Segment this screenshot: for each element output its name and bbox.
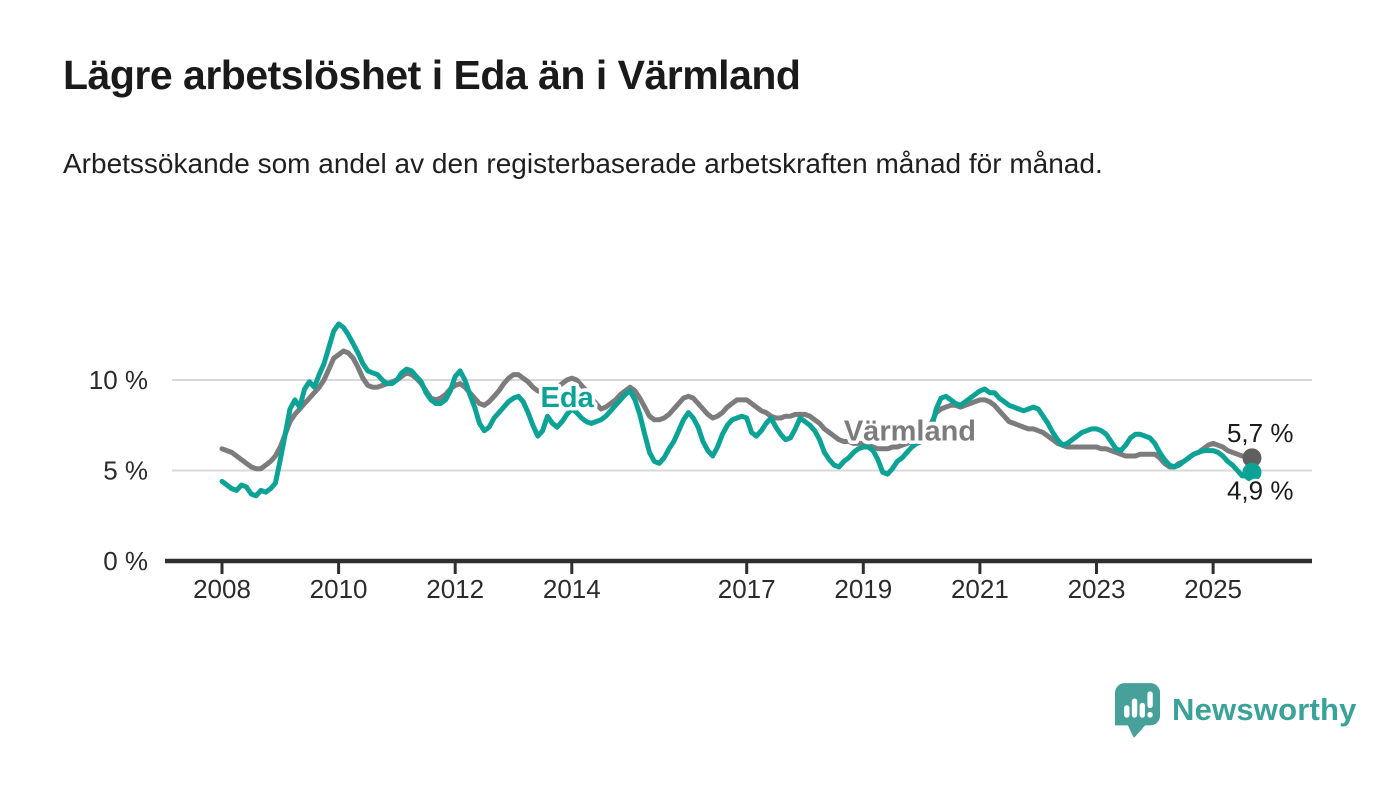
logo-exclamation-dot (1147, 711, 1153, 718)
x-tick-label: 2012 (426, 574, 484, 604)
logo-exclamation-rod (1147, 691, 1153, 709)
y-tick-label: 5 % (103, 456, 148, 486)
logo-bubble-tail (1127, 723, 1146, 738)
x-tick-label: 2019 (834, 574, 892, 604)
series-label-värmland: Värmland (844, 416, 976, 448)
logo-bubble-shape (1115, 683, 1161, 726)
logo-bar-1 (1124, 705, 1130, 718)
page-title: Lägre arbetslöshet i Eda än i Värmland (63, 52, 801, 98)
logo-bar-2 (1131, 698, 1138, 718)
y-tick-label: 10 % (89, 365, 148, 395)
x-tick-label: 2025 (1184, 574, 1242, 604)
series-line-eda (219, 321, 1255, 499)
x-tick-label: 2017 (718, 574, 776, 604)
latest-value-label-värmland: 5,7 % (1227, 418, 1294, 448)
series-label-eda: Eda (541, 382, 595, 414)
x-tick-label: 2008 (193, 574, 251, 604)
x-tick-label: 2014 (543, 574, 601, 604)
newsworthy-logo-icon (1115, 683, 1161, 738)
y-tick-label: 0 % (103, 546, 148, 576)
chart-subtitle: Arbetssökande som andel av den registerb… (63, 148, 1103, 180)
brand-footer: Newsworthy (1115, 682, 1357, 738)
x-tick-label: 2010 (310, 574, 368, 604)
x-tick-label: 2023 (1068, 574, 1126, 604)
latest-point-dot-eda (1242, 462, 1262, 482)
logo-bar-3 (1139, 702, 1145, 718)
latest-point-dot-värmland (1242, 448, 1262, 468)
chart-header: Lägre arbetslöshet i Eda än i Värmland A… (63, 52, 1323, 187)
latest-value-label-eda: 4,9 % (1227, 475, 1294, 505)
brand-wordmark: Newsworthy (1172, 692, 1357, 727)
series-line-värmland (219, 348, 1255, 472)
x-tick-label: 2021 (951, 574, 1009, 604)
